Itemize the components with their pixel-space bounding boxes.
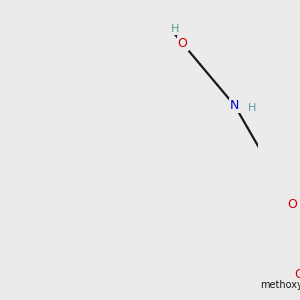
- Text: methoxy: methoxy: [260, 280, 300, 290]
- Text: O: O: [287, 198, 297, 211]
- Text: O: O: [178, 37, 188, 50]
- Text: O: O: [295, 268, 300, 281]
- Text: H: H: [248, 103, 257, 113]
- Text: H: H: [171, 24, 179, 34]
- Text: N: N: [230, 99, 240, 112]
